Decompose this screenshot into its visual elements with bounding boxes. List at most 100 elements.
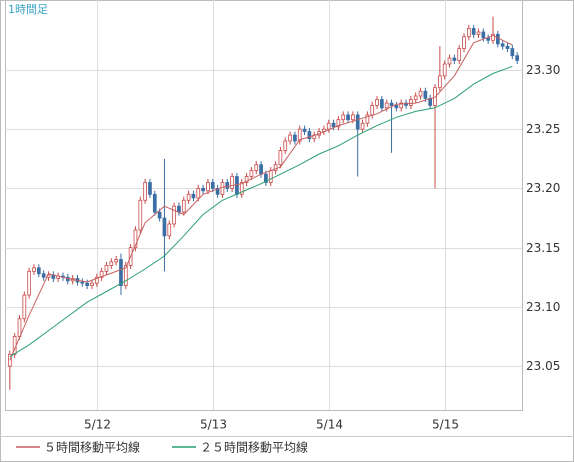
candle-body bbox=[99, 270, 104, 278]
candle-body bbox=[172, 205, 176, 225]
candle-body bbox=[27, 270, 32, 296]
ma-line bbox=[9, 34, 513, 361]
candle-body bbox=[7, 353, 12, 367]
candle-body bbox=[239, 182, 244, 195]
candle-body bbox=[452, 57, 457, 61]
chart-title: 1時間足 bbox=[8, 3, 48, 16]
candle-body bbox=[133, 229, 138, 249]
candle-body bbox=[307, 131, 312, 140]
candle-body bbox=[196, 188, 201, 199]
candle-body bbox=[148, 182, 152, 195]
candle-body bbox=[235, 176, 239, 195]
candle-body bbox=[123, 265, 128, 286]
candle-body bbox=[152, 193, 157, 213]
candle-body bbox=[510, 48, 515, 57]
candle-body bbox=[375, 99, 379, 106]
candle-body bbox=[389, 102, 394, 106]
candle-body bbox=[249, 170, 254, 177]
candle-body bbox=[505, 45, 510, 49]
candle-body bbox=[177, 205, 181, 213]
candle-body bbox=[462, 36, 466, 49]
candle-body bbox=[365, 114, 370, 124]
candle-body bbox=[394, 105, 399, 109]
candle-body bbox=[360, 122, 365, 130]
candle-body bbox=[206, 182, 210, 192]
candle-body bbox=[215, 188, 220, 195]
candle-body bbox=[438, 75, 442, 89]
x-tick-label: 5/12 bbox=[84, 418, 111, 432]
candle-body bbox=[85, 282, 89, 286]
candle-body bbox=[191, 193, 196, 199]
candle-body bbox=[254, 164, 259, 172]
candle-body bbox=[302, 128, 307, 132]
candle-body bbox=[500, 43, 505, 47]
candle-body bbox=[288, 134, 292, 142]
plot-area bbox=[5, 0, 523, 411]
candle-body bbox=[384, 102, 389, 109]
x-tick-label: 5/14 bbox=[316, 418, 343, 432]
candle-body bbox=[491, 33, 495, 41]
candle-body bbox=[143, 182, 147, 201]
candle-body bbox=[486, 37, 491, 41]
candle-body bbox=[418, 90, 423, 97]
candle-body bbox=[104, 265, 109, 272]
candle-body bbox=[447, 57, 452, 65]
candle-body bbox=[41, 273, 46, 278]
candle-body bbox=[273, 164, 278, 172]
candle-body bbox=[32, 267, 36, 272]
candle-body bbox=[230, 176, 234, 189]
candle-body bbox=[336, 119, 341, 128]
candle-body bbox=[399, 102, 404, 109]
candle-body bbox=[80, 281, 85, 284]
candle-body bbox=[515, 55, 520, 61]
candle-body bbox=[471, 28, 476, 35]
candle-body bbox=[109, 261, 114, 266]
candle-body bbox=[495, 33, 500, 45]
candle-body bbox=[268, 170, 273, 183]
candle-body bbox=[423, 90, 428, 99]
candle-body bbox=[380, 99, 384, 109]
candle-body bbox=[244, 176, 249, 183]
candle-body bbox=[467, 28, 471, 38]
candle-body bbox=[157, 211, 162, 219]
candle-body bbox=[90, 282, 94, 286]
candle-body bbox=[259, 164, 263, 175]
candle-body bbox=[114, 259, 118, 263]
candle-body bbox=[220, 182, 225, 195]
y-tick-label: 23.20 bbox=[526, 181, 560, 195]
candle-body bbox=[351, 114, 355, 121]
candle-body bbox=[138, 199, 143, 231]
candle-body bbox=[119, 259, 123, 286]
candle-body bbox=[442, 63, 447, 77]
y-tick-label: 23.10 bbox=[526, 300, 560, 314]
candle-body bbox=[283, 140, 288, 151]
candle-body bbox=[225, 182, 230, 189]
candle-body bbox=[201, 188, 205, 192]
candle-body bbox=[167, 223, 172, 237]
candle-body bbox=[36, 267, 41, 275]
candle-body bbox=[476, 31, 481, 35]
candle-body bbox=[22, 294, 27, 320]
y-tick-label: 23.05 bbox=[526, 359, 560, 373]
candle-body bbox=[186, 193, 191, 201]
x-tick-label: 5/13 bbox=[200, 418, 227, 432]
candle-body bbox=[94, 276, 99, 284]
candle-body bbox=[162, 217, 167, 237]
candle-body bbox=[264, 173, 268, 183]
candle-body bbox=[413, 95, 418, 100]
candle-body bbox=[355, 114, 360, 130]
candle-body bbox=[17, 318, 22, 337]
legend-label: ２５時間移動平均線 bbox=[200, 440, 308, 455]
x-tick-label: 5/15 bbox=[432, 418, 459, 432]
y-tick-label: 23.30 bbox=[526, 63, 560, 77]
ma-line bbox=[9, 65, 513, 358]
candle-body bbox=[457, 48, 462, 61]
candle-body bbox=[293, 134, 297, 142]
candle-body bbox=[297, 128, 302, 142]
candle-body bbox=[370, 105, 375, 116]
candle-body bbox=[181, 199, 186, 213]
y-tick-label: 23.15 bbox=[526, 241, 560, 255]
candle-body bbox=[409, 99, 413, 106]
candle-body bbox=[326, 122, 331, 130]
